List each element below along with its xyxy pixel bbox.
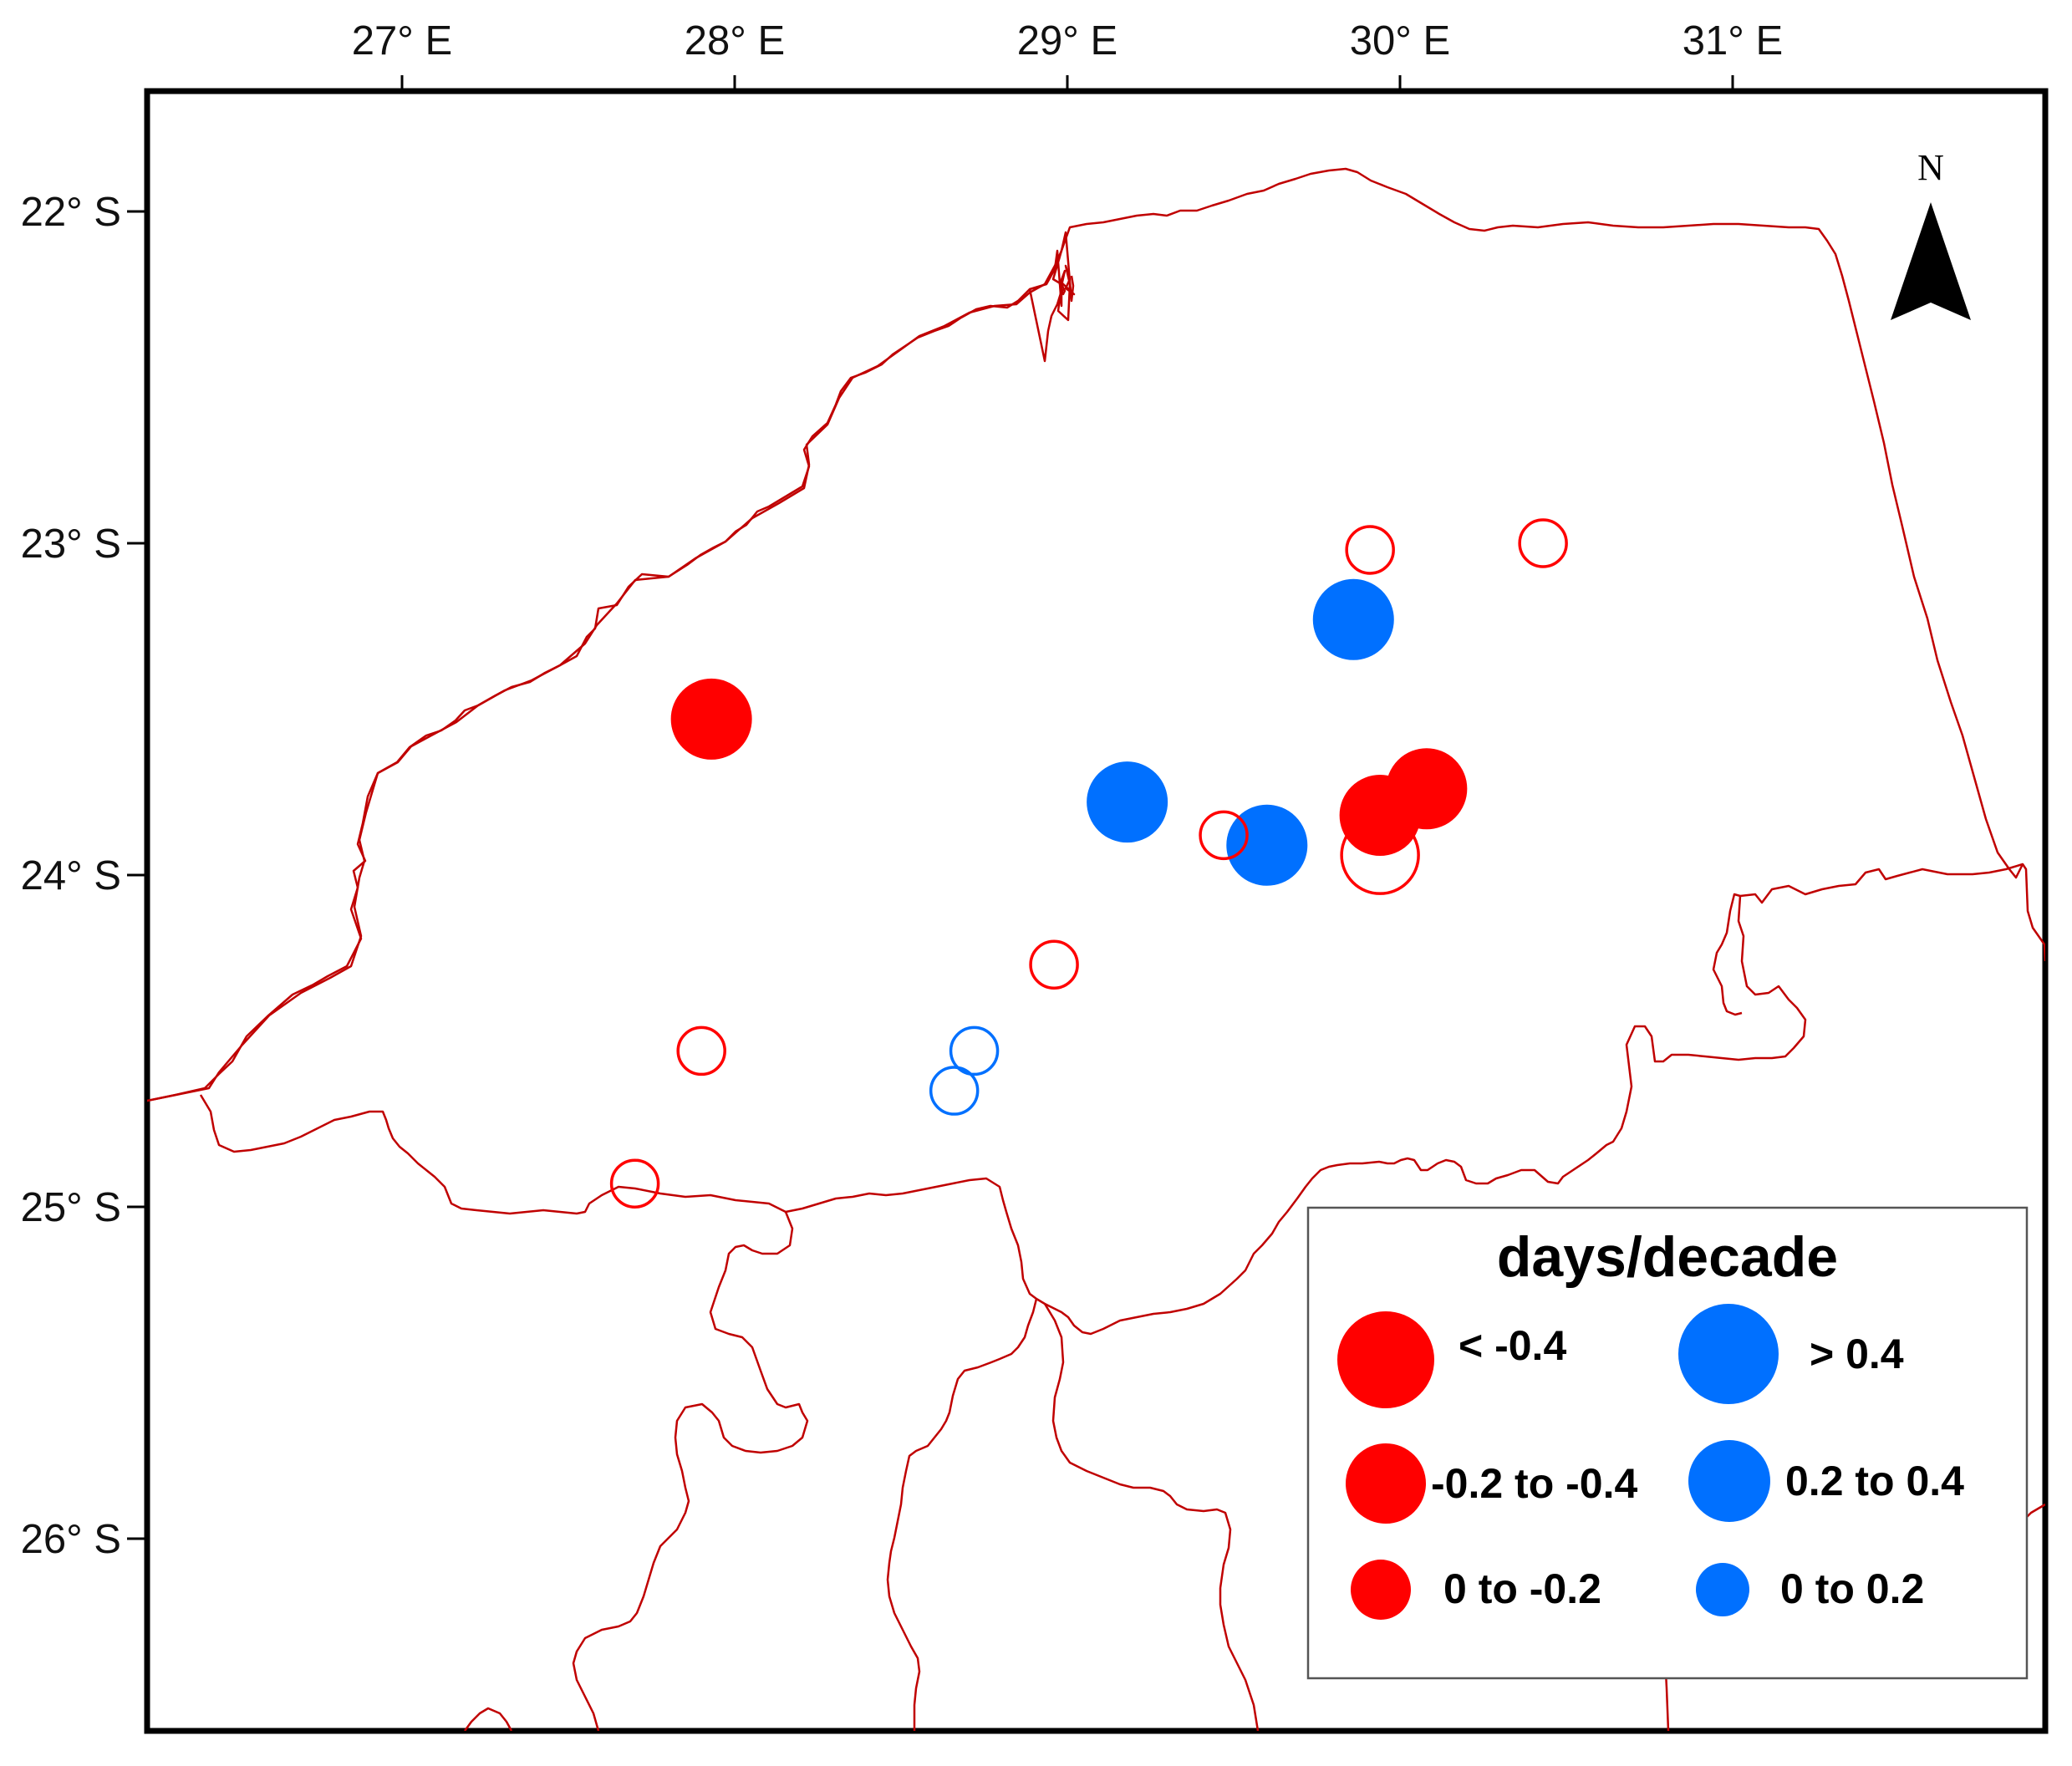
lon-tick-label: 30° E [1350,18,1450,64]
legend-label-decrease-medium: -0.2 to -0.4 [1431,1460,1637,1507]
longitude-axis: 27° E 28° E 29° E 30° E 31° E [352,18,1783,91]
legend-label-decrease-small: 0 to -0.2 [1443,1565,1601,1612]
legend-label-decrease-large: < -0.4 [1459,1322,1566,1369]
neighbour-boundary-4 [1712,893,1743,1016]
neighbour-boundary-3 [1043,1303,1260,1731]
north-arrow-icon [1891,202,1971,320]
legend-title: days/decade [1497,1225,1838,1289]
legend-symbol-increase-medium [1688,1440,1770,1522]
lon-tick-label: 31° E [1683,18,1783,64]
station-marker-decrease [676,1026,726,1076]
lat-tick-label: 23° S [21,522,121,567]
southern-boundary [199,863,2024,1336]
station-marker-decrease [1029,939,1079,990]
legend-label-increase-small: 0 to 0.2 [1780,1565,1924,1612]
province-boundary-north [1029,231,1076,308]
station-marker-decrease [670,678,752,760]
legend-symbol-decrease-large [1337,1311,1434,1408]
lat-tick-label: 26° S [21,1517,121,1562]
station-marker-increase [1312,578,1394,660]
station-marker-decrease [1518,518,1568,568]
lon-tick-label: 27° E [352,18,452,64]
legend-box [1306,1206,2029,1680]
limpopo-outline [147,167,2045,1102]
station-marker-decrease [609,1158,660,1209]
station-marker-increase [1226,804,1308,886]
legend-symbol-decrease-medium [1346,1443,1426,1524]
station-marker-increase [949,1026,1000,1076]
legend-label-increase-large: > 0.4 [1810,1331,1904,1377]
north-arrow: N [1891,147,1971,320]
neighbour-boundary-1 [572,1211,809,1731]
legend-symbol-increase-small [1696,1563,1749,1616]
station-marker-decrease [1340,815,1420,895]
station-marker-increase [1087,761,1168,843]
station-marker-decrease [1386,748,1468,830]
station-marker-decrease [1345,525,1395,575]
neighbour-boundary-2 [886,1298,1038,1731]
legend-label-increase-medium: 0.2 to 0.4 [1785,1458,1964,1504]
legend-symbol-increase-large [1678,1304,1779,1404]
station-marker-increase [929,1066,980,1116]
station-markers [609,518,1568,1209]
legend-items: < -0.4 > 0.4 -0.2 to -0.4 0.2 to 0.4 0 to -0… [1337,1304,1964,1620]
latitude-axis: 22° S 23° S 24° S 25° S 26° S [21,190,147,1562]
lat-tick-label: 25° S [21,1185,121,1230]
lon-tick-label: 29° E [1017,18,1117,64]
station-marker-decrease [1199,810,1249,861]
lat-tick-label: 22° S [21,190,121,235]
lat-tick-label: 24° S [21,853,121,898]
legend: days/decade < -0.4 > 0.4 -0.2 to -0.4 0.2 t… [1306,1206,2029,1680]
lon-tick-label: 28° E [685,18,785,64]
north-arrow-label: N [1917,147,1944,188]
neighbour-boundary-7 [463,1707,513,1731]
legend-symbol-decrease-small [1351,1560,1411,1620]
